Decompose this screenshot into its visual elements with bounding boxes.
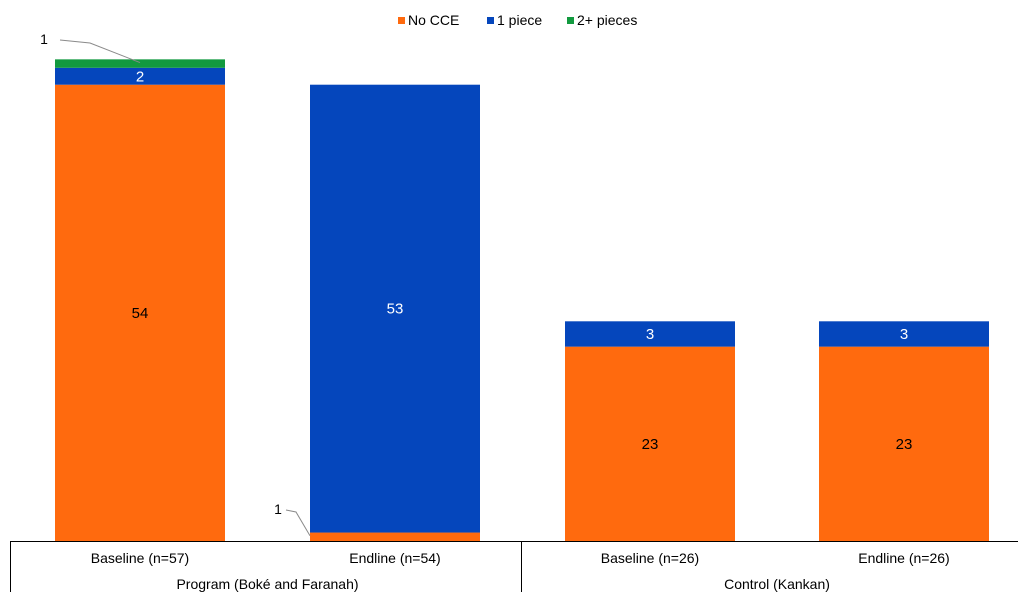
bar-segment-1-1 (310, 84, 480, 533)
data-label-3-0: 23 (896, 436, 913, 453)
bar-segment-3-0 (819, 346, 989, 541)
legend-swatch-0 (398, 17, 405, 24)
callout-line-1-0 (285, 509, 311, 537)
callout-label-1-0: 1 (274, 501, 282, 517)
bar-segment-0-1 (55, 67, 225, 85)
group-label-0: Program (Boké and Faranah) (176, 576, 358, 592)
bars: 54 2 53 23 3 23 3 1 1 (40, 31, 989, 541)
category-axis: Baseline (n=57) Endline (n=54) Baseline (n… (10, 541, 1018, 592)
bar-segment-2-1 (565, 321, 735, 347)
category-label-2: Baseline (n=26) (601, 550, 699, 566)
legend-label-2: 2+ pieces (577, 12, 637, 28)
bar-segment-0-0 (55, 84, 225, 541)
category-label-3: Endline (n=26) (858, 550, 949, 566)
callout-line-0-2 (59, 39, 141, 64)
data-label-1-1: 53 (387, 301, 404, 318)
legend-swatch-2 (567, 17, 574, 24)
data-label-0-1: 2 (136, 68, 144, 85)
legend-label-0: No CCE (408, 12, 459, 28)
category-label-0: Baseline (n=57) (91, 550, 189, 566)
bar-segment-0-2 (55, 59, 225, 68)
category-label-1: Endline (n=54) (349, 550, 440, 566)
data-label-2-1: 3 (646, 326, 654, 343)
data-label-2-0: 23 (642, 436, 659, 453)
bar-segment-1-0 (310, 532, 480, 541)
legend-label-1: 1 piece (497, 12, 542, 28)
data-label-3-1: 3 (900, 326, 908, 343)
group-label-1: Control (Kankan) (724, 576, 830, 592)
data-label-0-0: 54 (132, 305, 149, 322)
legend-swatch-1 (487, 17, 494, 24)
legend: No CCE 1 piece 2+ pieces (398, 12, 637, 28)
bar-segment-3-1 (819, 321, 989, 347)
bar-segment-2-0 (565, 346, 735, 541)
callout-label-0-2: 1 (40, 31, 48, 47)
